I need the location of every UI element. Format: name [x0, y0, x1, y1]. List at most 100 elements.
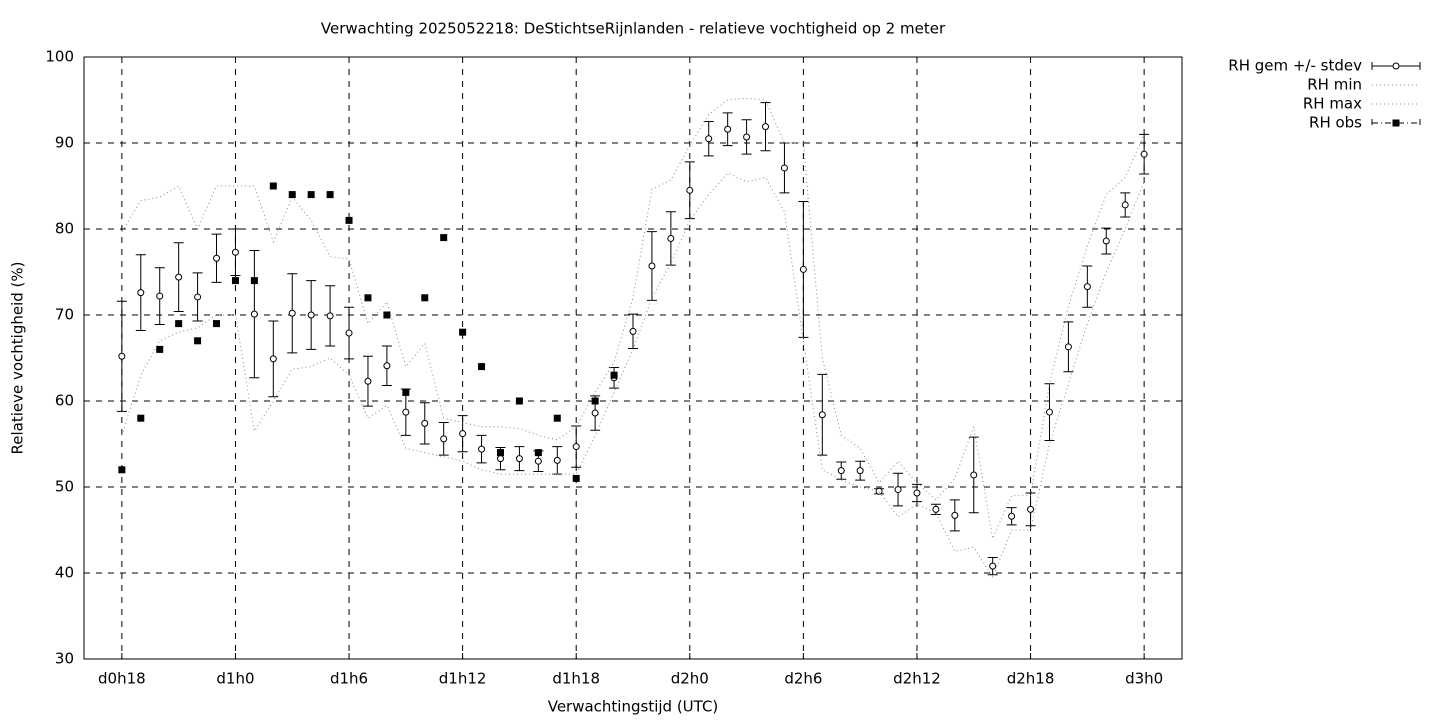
mean-point: [288, 309, 296, 317]
mean-point: [364, 377, 372, 385]
x-tick-label: d1h6: [330, 670, 368, 688]
mean-point: [686, 186, 694, 194]
obs-point: [534, 449, 542, 457]
obs-point: [194, 337, 202, 345]
obs-point: [156, 345, 164, 353]
mean-point: [175, 273, 183, 281]
y-tick-label: 40: [55, 564, 74, 582]
obs-point: [440, 234, 448, 242]
mean-point: [705, 135, 713, 143]
mean-point: [402, 408, 410, 416]
mean-point: [553, 456, 561, 464]
y-tick-label: 50: [55, 478, 74, 496]
mean-point: [837, 467, 845, 475]
mean-point: [913, 489, 921, 497]
mean-point: [667, 234, 675, 242]
x-axis-label: Verwachtingstijd (UTC): [548, 698, 719, 716]
obs-point: [213, 320, 221, 328]
mean-point: [970, 471, 978, 479]
mean-point: [440, 435, 448, 443]
y-tick-label: 30: [55, 650, 74, 668]
x-tick-label: d3h0: [1125, 670, 1163, 688]
mean-point: [762, 123, 770, 131]
obs-point: [137, 414, 145, 422]
mean-point: [932, 505, 940, 513]
mean-point: [496, 455, 504, 463]
obs-point: [459, 328, 467, 336]
x-tick-label: d1h0: [216, 670, 254, 688]
obs-point: [421, 294, 429, 302]
obs-point: [572, 474, 580, 482]
mean-point: [648, 262, 656, 270]
mean-point: [515, 455, 523, 463]
mean-point: [572, 443, 580, 451]
obs-point: [402, 388, 410, 396]
mean-point: [951, 511, 959, 519]
y-tick-label: 90: [55, 134, 74, 152]
mean-point: [478, 445, 486, 453]
range-line: [121, 172, 1145, 579]
obs-point: [250, 277, 258, 285]
y-tick-label: 80: [55, 220, 74, 238]
mean-point: [534, 457, 542, 465]
legend-label: RH min: [1307, 76, 1362, 94]
x-tick-label: d2h18: [1007, 670, 1055, 688]
mean-point: [743, 133, 751, 141]
obs-point: [288, 191, 296, 199]
mean-point: [156, 292, 164, 300]
mean-point: [1064, 343, 1072, 351]
x-tick-label: d2h6: [784, 670, 822, 688]
mean-point: [1045, 408, 1053, 416]
mean-point: [875, 487, 883, 495]
mean-point: [894, 486, 902, 494]
obs-point: [175, 320, 183, 328]
mean-point: [1027, 505, 1035, 513]
x-tick-label: d2h12: [893, 670, 941, 688]
plot-frame: [83, 56, 1183, 660]
chart-title: Verwachting 2025052218: DeStichtseRijnla…: [321, 20, 946, 38]
mean-point: [1121, 201, 1129, 209]
mean-point: [213, 254, 221, 262]
mean-point: [591, 409, 599, 417]
x-tick-label: d1h18: [552, 670, 600, 688]
obs-point: [591, 397, 599, 405]
mean-point: [1102, 237, 1110, 245]
obs-point: [307, 191, 315, 199]
x-tick-label: d1h12: [439, 670, 487, 688]
mean-point: [269, 355, 277, 363]
mean-point: [383, 362, 391, 370]
mean-point: [780, 164, 788, 172]
mean-point: [856, 467, 864, 475]
obs-point: [269, 182, 277, 190]
legend-label: RH gem +/- stdev: [1228, 57, 1362, 75]
x-tick-label: d0h18: [98, 670, 146, 688]
mean-point: [326, 312, 334, 320]
mean-point: [724, 125, 732, 133]
obs-point: [345, 216, 353, 224]
mean-point: [1083, 283, 1091, 291]
obs-point: [553, 414, 561, 422]
obs-point: [326, 191, 334, 199]
mean-point: [137, 289, 145, 297]
mean-point: [421, 419, 429, 427]
legend-sample: [1371, 119, 1421, 127]
legend-sample: [1392, 119, 1400, 127]
mean-point: [1140, 150, 1148, 158]
legend-label: RH max: [1303, 95, 1362, 113]
mean-point: [818, 411, 826, 419]
legend-label: RH obs: [1309, 114, 1362, 132]
mean-point: [194, 293, 202, 301]
obs-point: [383, 311, 391, 319]
mean-point: [629, 327, 637, 335]
obs-point: [118, 466, 126, 474]
mean-point: [989, 562, 997, 570]
obs-point: [610, 371, 618, 379]
y-tick-label: 70: [55, 306, 74, 324]
obs-point: [496, 449, 504, 457]
x-tick-label: d2h0: [671, 670, 709, 688]
legend-sample: [1392, 62, 1400, 70]
mean-point: [345, 329, 353, 337]
obs-point: [231, 277, 239, 285]
